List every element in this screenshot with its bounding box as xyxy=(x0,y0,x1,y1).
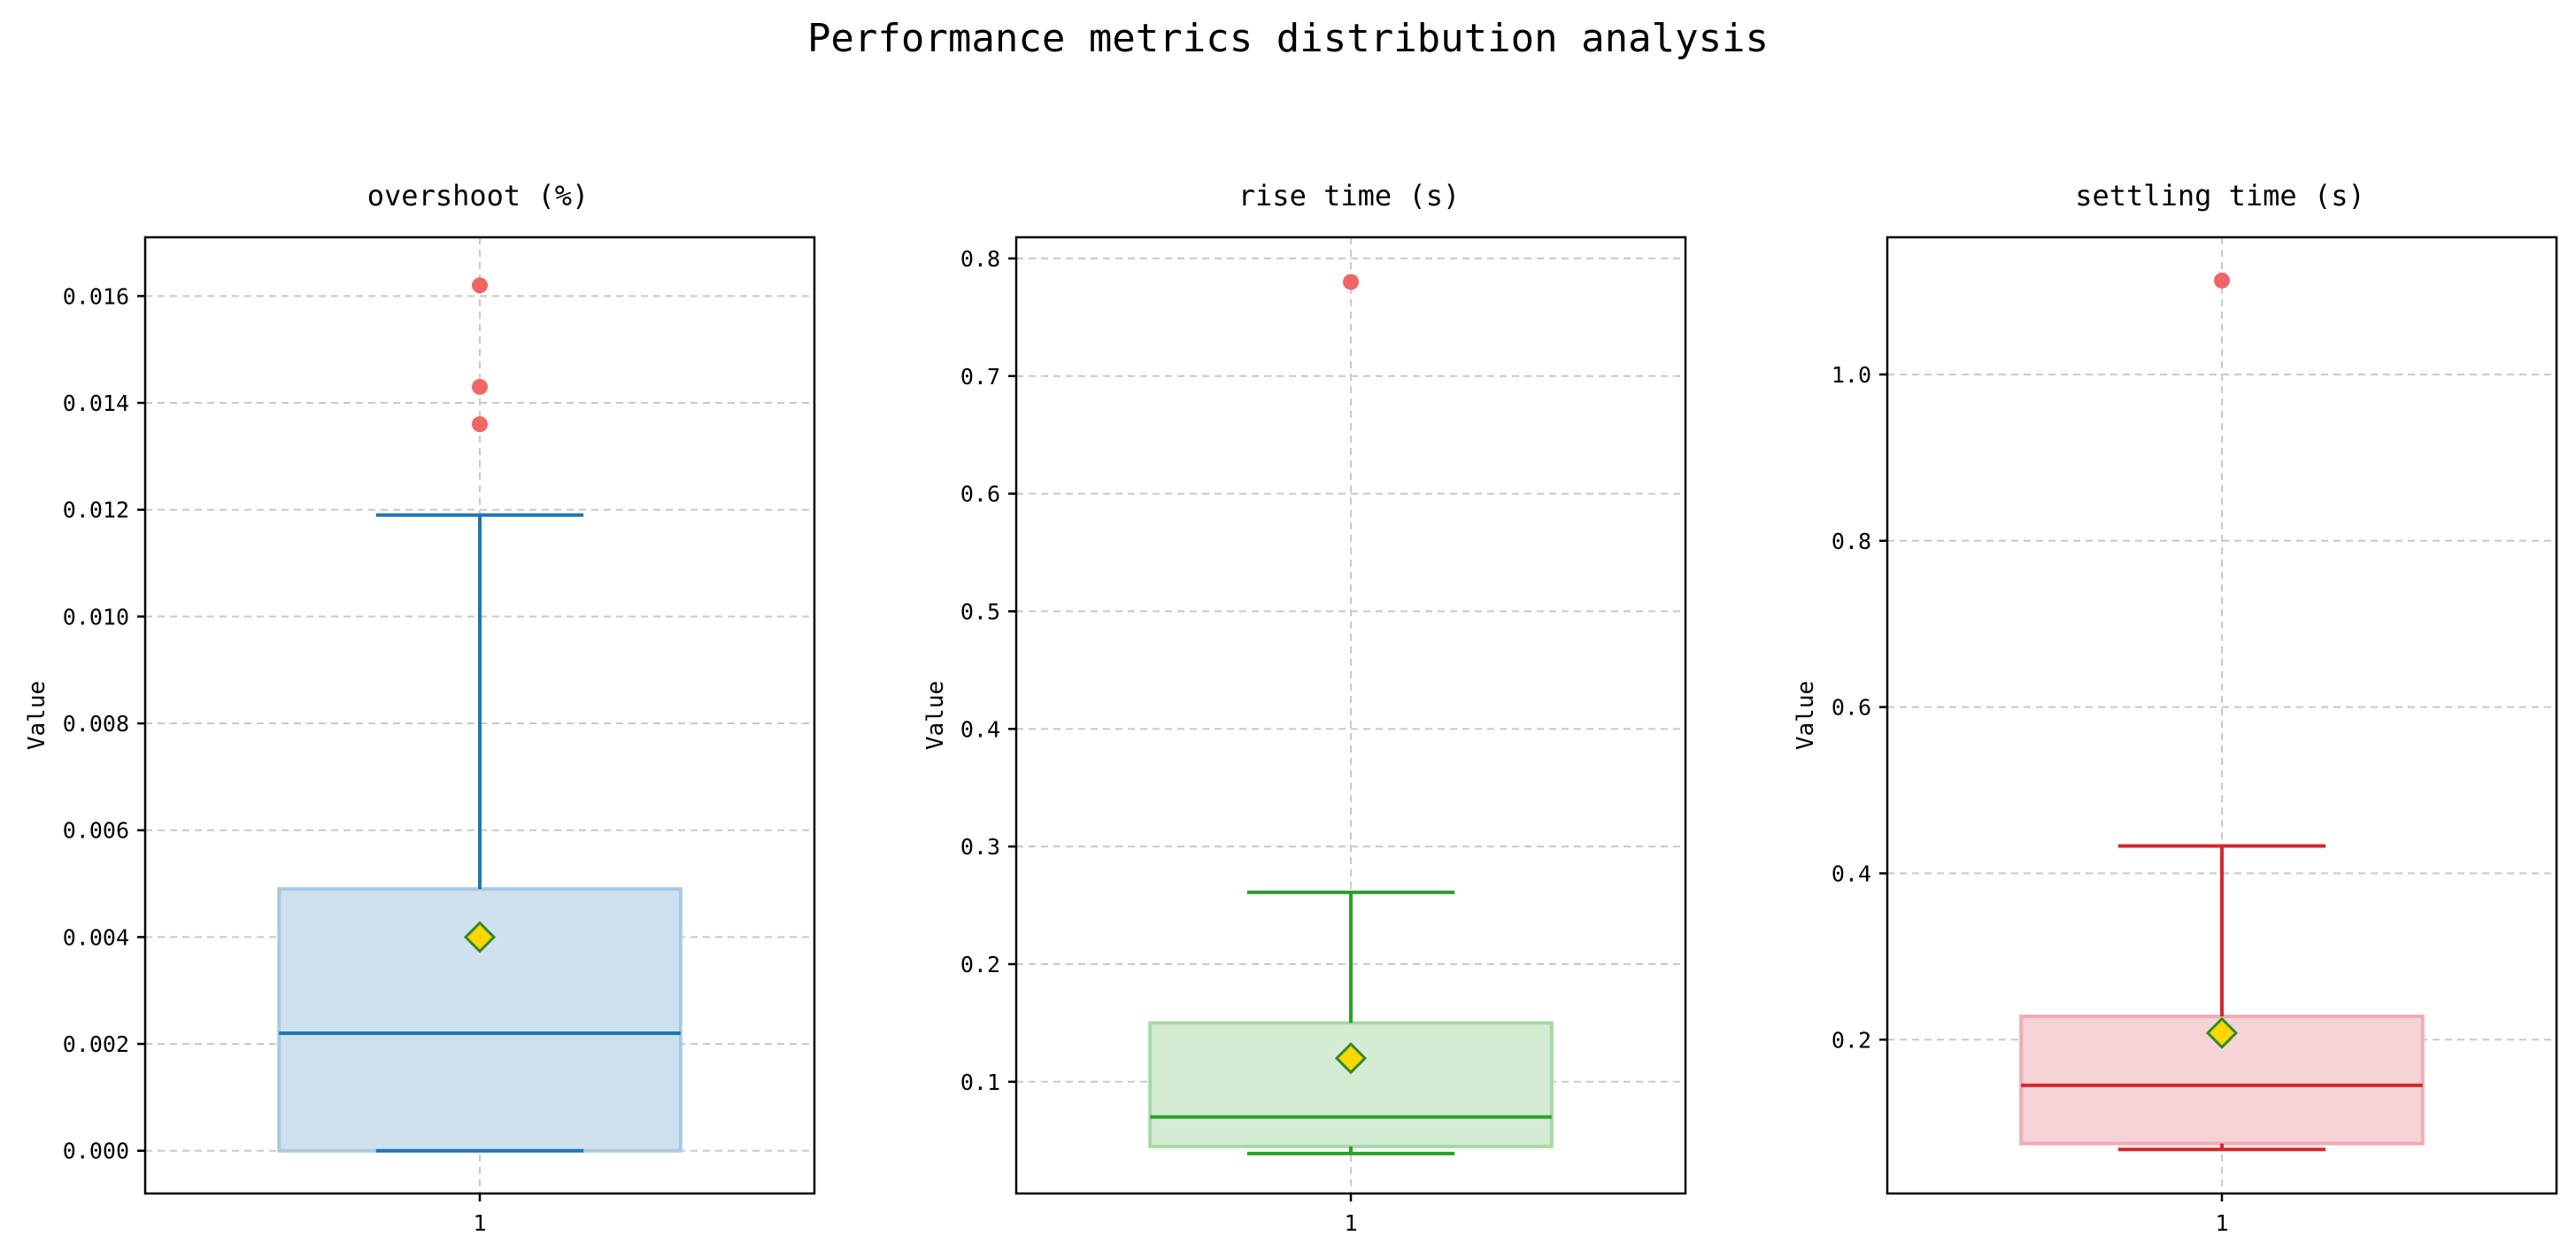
y-tick-label: 0.4 xyxy=(960,716,1000,742)
y-tick-label: 0.016 xyxy=(63,283,129,309)
figure-title: Performance metrics distribution analysi… xyxy=(807,16,1769,61)
x-tick-label: 1 xyxy=(2215,1210,2228,1236)
y-tick-label: 0.4 xyxy=(1832,861,1871,886)
y-axis-label: Value xyxy=(24,681,50,750)
outlier-point xyxy=(472,378,488,395)
y-tick-label: 0.010 xyxy=(63,604,129,630)
y-tick-label: 0.000 xyxy=(63,1139,129,1164)
outlier-point xyxy=(1343,274,1359,290)
y-tick-label: 0.3 xyxy=(960,834,1000,860)
mean-marker xyxy=(1334,1042,1368,1075)
subplot-title: settling time (s) xyxy=(2075,179,2365,212)
outlier-point xyxy=(472,277,488,294)
y-tick-label: 0.7 xyxy=(960,364,1000,390)
x-tick-label: 1 xyxy=(1344,1210,1357,1236)
y-tick-label: 0.002 xyxy=(63,1031,129,1057)
outlier-point xyxy=(472,416,488,433)
y-tick-label: 0.1 xyxy=(960,1070,1000,1095)
y-tick-label: 0.2 xyxy=(960,952,1000,977)
y-tick-label: 0.6 xyxy=(1832,695,1871,721)
subplot-title: overshoot (%) xyxy=(367,179,589,212)
y-tick-label: 0.6 xyxy=(960,482,1000,507)
y-tick-label: 0.8 xyxy=(960,246,1000,272)
y-tick-label: 0.8 xyxy=(1832,529,1871,554)
y-tick-label: 0.006 xyxy=(63,818,129,844)
y-tick-label: 0.2 xyxy=(1832,1027,1871,1053)
y-axis-label: Value xyxy=(1793,681,1819,750)
y-tick-label: 0.004 xyxy=(63,924,129,950)
mean-marker xyxy=(2205,1016,2239,1049)
y-tick-label: 0.5 xyxy=(960,599,1000,624)
subplot-rise-time: rise time (s) Value 0.1 0.2 0.3 0.4 0.5 0.6 0.… xyxy=(922,179,1687,1236)
mean-marker xyxy=(463,921,497,954)
x-tick-label: 1 xyxy=(473,1210,486,1236)
y-axis-label: Value xyxy=(922,681,949,750)
y-tick-label: 0.008 xyxy=(63,711,129,737)
subplot-settling-time: settling time (s) Value 0.2 0.4 0.6 0.8 1.0 1 xyxy=(1793,179,2558,1236)
y-tick-label: 0.014 xyxy=(63,390,129,416)
y-tick-label: 0.012 xyxy=(63,498,129,523)
outlier-point xyxy=(2214,272,2230,289)
subplot-overshoot: overshoot (%) Value 0.000 0.002 0.004 0.006… xyxy=(24,179,816,1236)
y-tick-label: 1.0 xyxy=(1832,362,1871,388)
box-iqr xyxy=(1148,1021,1554,1148)
subplot-title: rise time (s) xyxy=(1238,179,1460,212)
